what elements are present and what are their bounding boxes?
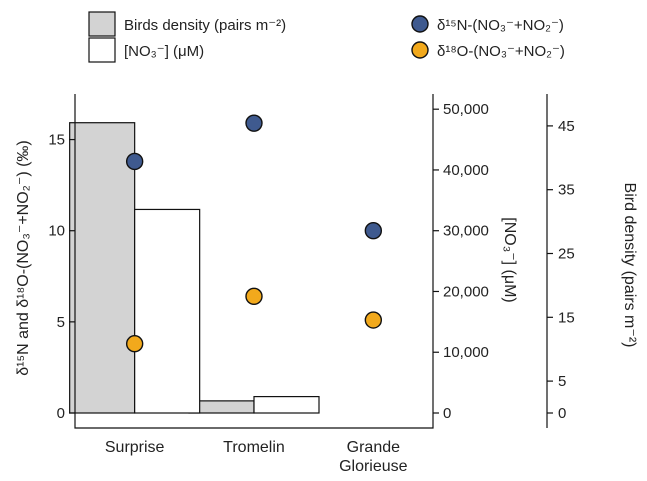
legend-label-n15: δ¹⁵N-(NO₃⁻+NO₂⁻) xyxy=(437,17,564,34)
point-o18 xyxy=(125,335,144,353)
no3-tick-label: 0 xyxy=(443,405,451,422)
left-tick-label: 10 xyxy=(48,223,65,240)
bar-density xyxy=(69,122,136,414)
density-tick-label: 25 xyxy=(558,246,575,263)
no3-tick-label: 20,000 xyxy=(443,283,489,300)
bar-no3 xyxy=(134,208,201,414)
no3-axis-title: [NO₃⁻] (μM) xyxy=(501,217,518,303)
no3-tick-label: 40,000 xyxy=(443,162,489,179)
density-tick-label: 5 xyxy=(558,373,566,390)
category-labels: Surprise Tromelin Grande Glorieuse xyxy=(105,439,408,475)
left-axis-ticks: 0 5 10 15 xyxy=(48,132,75,422)
category-label: Glorieuse xyxy=(339,458,408,475)
category-label: Surprise xyxy=(105,439,165,456)
legend-label-o18: δ¹⁸O-(NO₃⁻+NO₂⁻) xyxy=(437,43,565,60)
density-axis-ticks: 0 5 15 25 35 45 xyxy=(547,118,575,422)
legend-swatch-density xyxy=(88,11,116,37)
legend: Birds density (pairs m⁻²) [NO₃⁻] (μM) δ¹… xyxy=(88,11,565,63)
no3-tick-label: 50,000 xyxy=(443,101,489,118)
point-n15 xyxy=(245,114,263,132)
left-tick-label: 5 xyxy=(57,314,65,331)
density-tick-label: 35 xyxy=(558,182,575,199)
left-axis-title: δ¹⁵N and δ¹⁸O-(NO₃⁻+NO₂⁻) (‰) xyxy=(15,140,32,375)
no3-tick-label: 10,000 xyxy=(443,344,489,361)
legend-marker-o18 xyxy=(411,41,429,59)
legend-swatch-no3 xyxy=(88,37,116,63)
legend-marker-n15 xyxy=(411,15,429,33)
density-axis-title: Bird density (pairs m⁻²) xyxy=(621,183,638,348)
legend-label-no3: [NO₃⁻] (μM) xyxy=(124,43,204,60)
no3-tick-label: 30,000 xyxy=(443,223,489,240)
left-tick-label: 15 xyxy=(48,132,65,149)
point-n15 xyxy=(364,222,383,240)
point-o18 xyxy=(364,311,383,329)
legend-label-density: Birds density (pairs m⁻²) xyxy=(124,17,286,34)
bar-no3 xyxy=(253,395,320,414)
density-tick-label: 45 xyxy=(558,118,575,135)
category-label: Tromelin xyxy=(223,439,285,456)
bars-layer xyxy=(69,122,320,414)
density-tick-label: 15 xyxy=(558,309,575,326)
category-label: Grande xyxy=(347,439,400,456)
density-tick-label: 0 xyxy=(558,405,566,422)
plot-frame xyxy=(74,94,434,429)
no3-axis-ticks: 0 10,000 20,000 30,000 40,000 50,000 xyxy=(433,101,489,422)
left-tick-label: 0 xyxy=(57,405,65,422)
point-n15 xyxy=(125,152,144,171)
point-o18 xyxy=(245,287,263,306)
points-layer xyxy=(125,114,383,353)
